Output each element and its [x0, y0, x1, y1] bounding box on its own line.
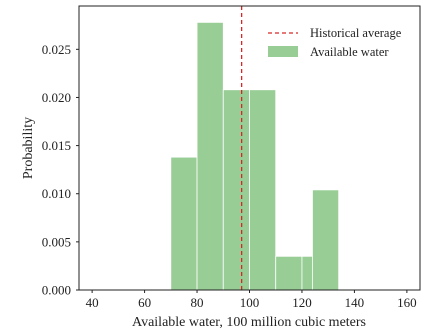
- bars-layer: [170, 21, 340, 291]
- y-tick-label: 0.000: [42, 283, 71, 298]
- y-axis-label: Probability: [21, 117, 36, 179]
- histogram-bar-1: [170, 156, 198, 291]
- y-tick-label: 0.010: [42, 186, 71, 201]
- histogram-bar-3: [222, 89, 250, 291]
- y-tick-label: 0.020: [42, 90, 71, 105]
- x-tick-label: 80: [191, 295, 204, 310]
- x-tick-label: 140: [345, 295, 365, 310]
- x-tick-label: 60: [138, 295, 151, 310]
- x-tick-label: 120: [292, 295, 312, 310]
- y-tick-label: 0.015: [42, 138, 71, 153]
- x-axis-label: Available water, 100 million cubic meter…: [132, 315, 366, 330]
- histogram-bar-4: [249, 89, 277, 291]
- legend-available-water-swatch: [268, 46, 298, 57]
- legend-available-water-label: Available water: [310, 45, 389, 59]
- legend-historical-average-label: Historical average: [310, 26, 402, 40]
- y-axis-ticks: 0.000 0.005 0.010 0.015 0.020 0.025: [42, 42, 79, 298]
- histogram-bar-2: [196, 21, 224, 291]
- y-tick-label: 0.005: [42, 234, 71, 249]
- histogram-bar-7: [312, 189, 340, 291]
- x-tick-label: 100: [240, 295, 260, 310]
- x-axis-ticks: 40 60 80 100 120 140 160: [86, 290, 417, 310]
- legend: Historical average Available water: [268, 26, 402, 59]
- x-tick-label: 40: [86, 295, 99, 310]
- y-tick-label: 0.025: [42, 42, 71, 57]
- histogram-bar-5: [275, 255, 303, 291]
- x-tick-label: 160: [397, 295, 417, 310]
